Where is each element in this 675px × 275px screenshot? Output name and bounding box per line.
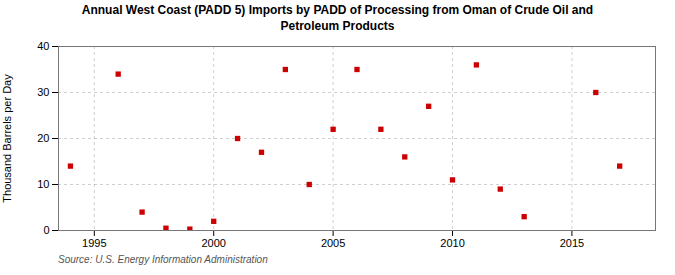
svg-text:2000: 2000 xyxy=(201,237,225,249)
svg-text:30: 30 xyxy=(37,86,49,98)
svg-text:10: 10 xyxy=(37,178,49,190)
html-text:Source: U.S. Energy Informatio: Source: U.S. Energy Information Administ… xyxy=(58,254,268,266)
svg-text:2005: 2005 xyxy=(321,237,345,249)
svg-text:40: 40 xyxy=(37,40,49,52)
svg-text:Thousand Barrels per Day: Thousand Barrels per Day xyxy=(1,74,13,203)
svg-text:20: 20 xyxy=(37,132,49,144)
svg-text:1995: 1995 xyxy=(82,237,106,249)
svg-text:0: 0 xyxy=(43,224,49,236)
svg-text:2010: 2010 xyxy=(440,237,464,249)
svg-text:2015: 2015 xyxy=(560,237,584,249)
html-text:Annual West Coast (PADD 5) Imp: Annual West Coast (PADD 5) Imports by PA… xyxy=(81,3,594,33)
